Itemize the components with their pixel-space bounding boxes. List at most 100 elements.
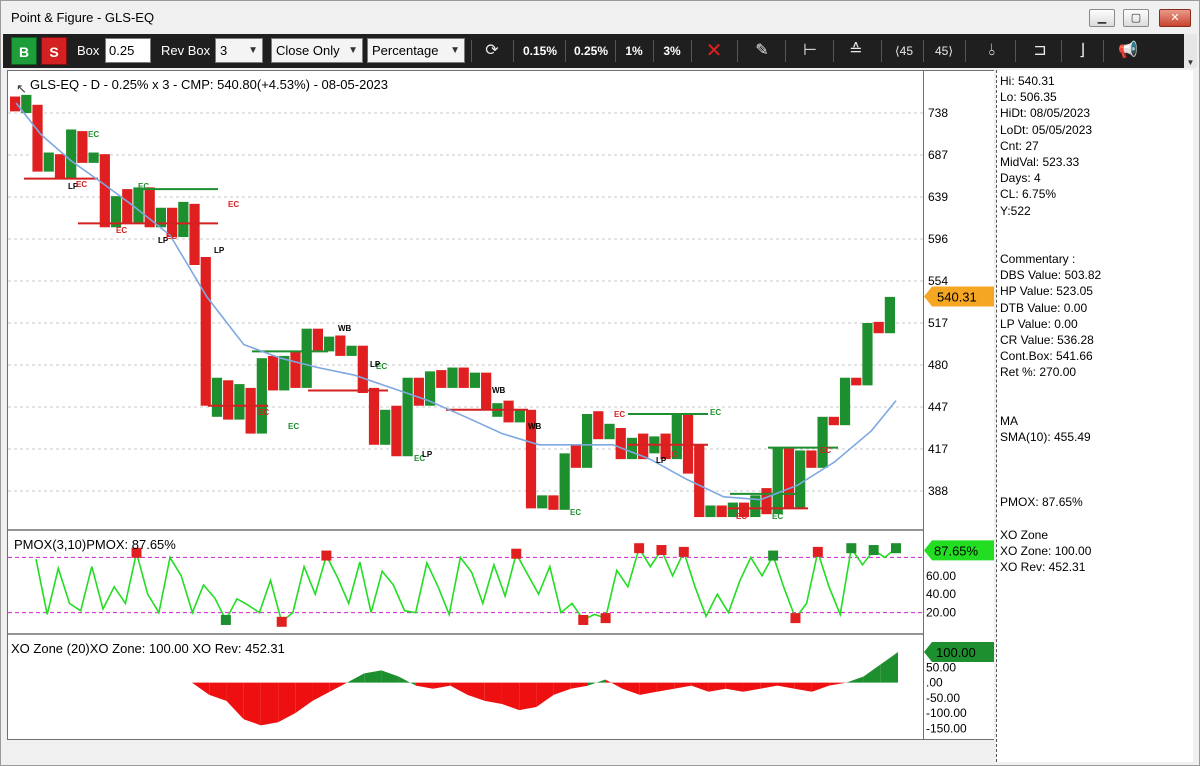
pf-columns <box>10 94 895 518</box>
xo-area-segment <box>760 682 778 689</box>
step-icon: ⊐ <box>1033 42 1047 59</box>
close-button[interactable]: ✕ <box>1159 9 1191 27</box>
info-line: Y:522 <box>1000 203 1031 218</box>
trendline-tool-button[interactable]: ≙ <box>841 38 871 64</box>
toolbar-divider <box>965 40 966 62</box>
maximize-icon: ▢ <box>1130 12 1142 24</box>
step-tool-button[interactable]: ⊐ <box>1025 38 1055 64</box>
pattern-tag: LP <box>68 182 79 191</box>
o-column <box>570 444 581 468</box>
vline-tool-button[interactable]: ⫰ <box>977 38 1007 64</box>
pattern-tag: EC <box>710 408 721 417</box>
toolbar-scroll-button[interactable]: ▼ <box>1184 34 1197 68</box>
o-column <box>54 154 66 179</box>
pattern-tag: EC <box>258 408 269 417</box>
pmox-line <box>35 546 897 624</box>
o-column <box>716 505 727 518</box>
pattern-tag: EC <box>820 446 831 455</box>
xo-area-segment <box>863 664 881 683</box>
toolbar-divider <box>737 40 738 62</box>
chart-panel[interactable]: LP EC EC EC LP EC LP EC EC EC EC WB EC LP EC LP WB WB EC EC… <box>7 70 925 741</box>
x-column <box>256 358 267 434</box>
xo-area-segment <box>415 682 434 689</box>
pmox-signal-marker <box>891 543 901 554</box>
chart-canvas[interactable]: LPECECECLPECLPECECECECWBECLPECLPWBWBECEC… <box>8 71 925 741</box>
price-tick-label: 388 <box>928 484 948 498</box>
o-column <box>290 351 301 388</box>
xo-area-segment <box>278 682 296 723</box>
o-column <box>638 433 649 460</box>
info-line: MA <box>1000 414 1018 428</box>
maximize-button[interactable]: ▢ <box>1123 9 1149 27</box>
xo-area-segment <box>811 682 830 692</box>
refresh-button[interactable]: ⟳ <box>477 38 507 64</box>
o-column <box>436 370 447 388</box>
minimize-button[interactable]: ▁ <box>1089 9 1115 27</box>
o-column <box>267 355 279 391</box>
pattern-tag: WB <box>338 324 352 333</box>
sell-button[interactable]: S <box>41 37 67 65</box>
box-type-select[interactable]: Percentage ▼ <box>367 38 465 63</box>
horizontal-bracket-icon: ⊢ <box>803 42 817 59</box>
corner-tool-button[interactable]: ⌋ <box>1067 38 1097 64</box>
pattern-tag: EC <box>166 232 177 241</box>
xo-area-segment <box>312 682 330 701</box>
draw-button[interactable]: ✎ <box>747 38 777 64</box>
o-column <box>783 447 795 509</box>
xo-tag-bg <box>924 642 994 663</box>
pattern-tag: EC <box>76 180 87 189</box>
preset-3-button[interactable]: 3% <box>663 44 681 58</box>
x-column <box>279 355 290 391</box>
pmox-signal-marker <box>634 543 645 554</box>
x-column <box>234 384 245 420</box>
angle-45-down-button[interactable]: 45⟩ <box>929 38 959 64</box>
angle-45-up-button[interactable]: ⟨45 <box>889 38 919 64</box>
x-column <box>862 323 873 386</box>
toolbar-divider <box>471 40 472 62</box>
o-column <box>245 387 256 434</box>
o-column <box>312 328 324 352</box>
xo-area-segment <box>226 682 244 720</box>
revbox-select[interactable]: 3 ▼ <box>215 38 263 63</box>
xo-area-segment <box>553 682 571 695</box>
preset-025-button[interactable]: 0.25% <box>573 44 609 58</box>
chevron-down-icon: ▼ <box>450 45 460 56</box>
price-tick-label: 687 <box>928 148 948 162</box>
info-line: HP Value: 523.05 <box>1000 284 1093 299</box>
pmox-signal-marker <box>511 548 522 559</box>
angle-down-label: 45 <box>934 44 949 58</box>
price-mode-select[interactable]: Close Only ▼ <box>271 38 363 63</box>
preset-1-button[interactable]: 1% <box>625 44 643 58</box>
hline-tool-button[interactable]: ⊢ <box>795 38 825 64</box>
xo-area-segment <box>708 682 726 692</box>
o-column <box>738 502 750 518</box>
info-line: Commentary : <box>1000 252 1076 266</box>
clear-button[interactable]: ✕ <box>699 38 729 64</box>
x-column <box>88 152 99 163</box>
xo-area-segment <box>588 679 606 686</box>
pattern-tag: EC <box>570 508 581 517</box>
x-column <box>727 502 738 518</box>
x-column <box>133 187 144 224</box>
announce-button[interactable]: 📢 <box>1113 38 1143 64</box>
buy-button[interactable]: B <box>11 37 37 65</box>
xo-area-segment <box>656 682 675 692</box>
o-column <box>189 203 200 265</box>
pmox-signal-marker <box>812 546 823 557</box>
main-chart-header: GLS-EQ - D - 0.25% x 3 - CMP: 540.80(+4.… <box>30 77 388 92</box>
info-line: XO Rev: 452.31 <box>1000 560 1086 574</box>
price-tick-label: 517 <box>928 316 948 330</box>
box-size-input[interactable]: 0.25 <box>105 38 151 63</box>
xo-area-segment <box>398 676 416 686</box>
pmox-signal-marker <box>131 547 142 558</box>
x-column <box>66 129 77 179</box>
toolbar-divider <box>833 40 834 62</box>
xo-area-segment <box>570 682 589 689</box>
xo-area-segment <box>536 682 554 708</box>
price-tag-label: 540.31 <box>937 290 977 305</box>
box-label: Box <box>77 43 100 58</box>
preset-015-button[interactable]: 0.15% <box>522 44 558 58</box>
x-column <box>514 409 525 423</box>
o-column <box>503 400 514 423</box>
pattern-tag: LP <box>214 246 225 255</box>
